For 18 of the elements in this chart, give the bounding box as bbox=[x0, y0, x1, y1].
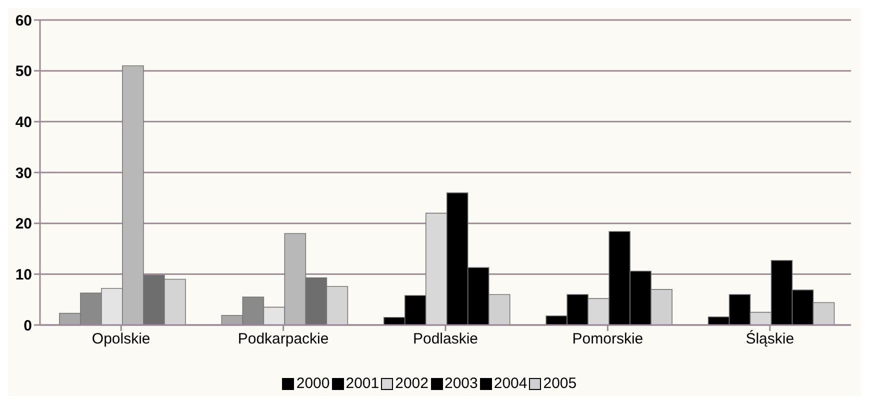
y-tick-label: 30 bbox=[15, 164, 32, 182]
legend-label: 2004 bbox=[492, 375, 528, 392]
x-tick-label: Pomorskie bbox=[572, 330, 644, 348]
y-tick-label: 60 bbox=[15, 12, 32, 30]
x-tick-label: Podlaskie bbox=[412, 330, 478, 348]
legend-label: 2003 bbox=[444, 375, 478, 392]
x-tick-label: Opolskie bbox=[92, 330, 150, 348]
legend-label: 2002 bbox=[394, 375, 428, 392]
y-tick-label: 40 bbox=[15, 114, 32, 131]
legend-label: 2005 bbox=[542, 375, 577, 392]
y-tick-label: 10 bbox=[15, 266, 32, 284]
legend-label: 2000 bbox=[295, 375, 330, 392]
y-tick-label: 50 bbox=[15, 63, 32, 80]
x-tick-label: Podkarpackie bbox=[238, 330, 329, 348]
y-tick-label: 0 bbox=[24, 317, 32, 334]
legend-label: 2001 bbox=[344, 375, 380, 392]
y-tick-label: 20 bbox=[15, 216, 32, 233]
x-tick-label: Śląskie bbox=[746, 330, 794, 348]
